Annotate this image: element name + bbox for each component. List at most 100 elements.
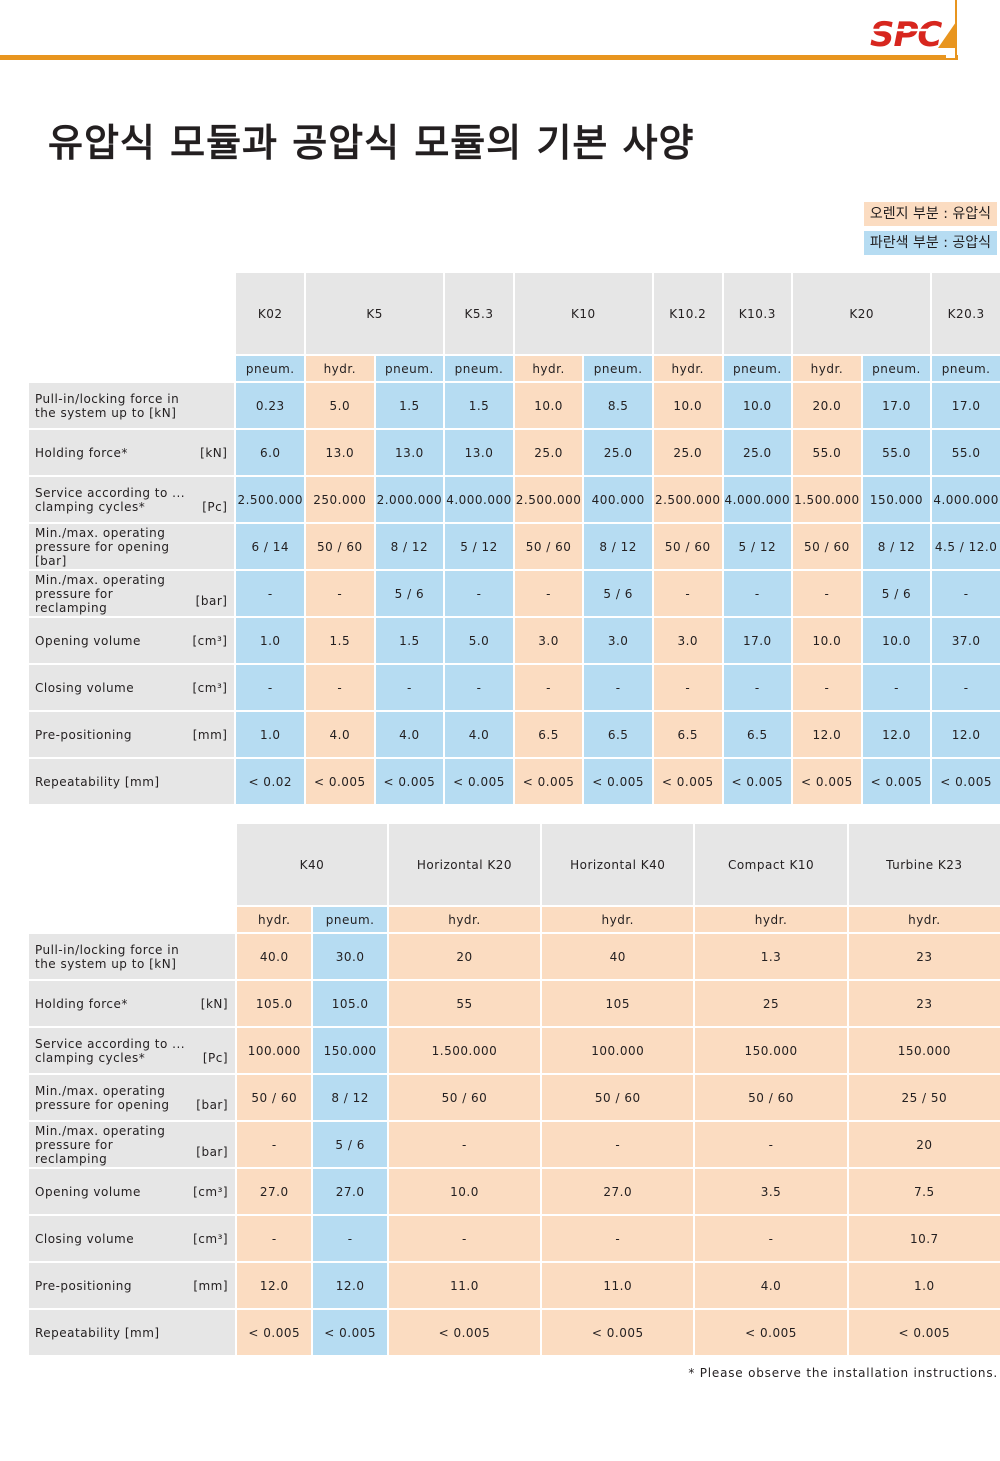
- value-cell: 5 / 12: [723, 524, 792, 569]
- row-label-cell: Min./max. operating pressure for reclamp…: [29, 1122, 236, 1167]
- row-unit: [bar]: [195, 594, 228, 608]
- row-label: Min./max. operating pressure for reclamp…: [35, 572, 166, 615]
- value-cell: 27.0: [542, 1169, 694, 1214]
- value-cell: 100.000: [542, 1028, 694, 1073]
- spec-table-1: K02 K5 K5.3 K10 K10.2 K10.3 K20 K20.3 pneum. hydr…: [27, 271, 1000, 806]
- value-cell: 50 / 60: [306, 524, 374, 569]
- value-cell: 1.0: [848, 1263, 1000, 1308]
- value-cell: < 0.005: [375, 759, 444, 804]
- type-row: pneum. hydr. pneum. pneum. hydr. pneum. hydr. p…: [29, 356, 1000, 381]
- row-label: Min./max. operating pressure for reclamp…: [35, 1123, 166, 1166]
- value-cell: 50 / 60: [542, 1075, 694, 1120]
- value-cell: 105.0: [313, 981, 387, 1026]
- value-cell: 1.5: [306, 618, 374, 663]
- value-cell: -: [723, 665, 792, 710]
- value-cell: 3.5: [695, 1169, 847, 1214]
- value-cell: 8 / 12: [862, 524, 931, 569]
- value-cell: -: [584, 665, 652, 710]
- value-cell: -: [313, 1216, 387, 1261]
- model-header: K02: [236, 273, 305, 354]
- spc-logo: SPC: [866, 0, 957, 58]
- spec-row: Repeatability [mm] < 0.02 < 0.005 < 0.005 < …: [29, 759, 1000, 804]
- spec-row: Pre-positioning [mm] 1.0 4.0 4.0 4.0 6.5 6.5 6.5…: [29, 712, 1000, 757]
- value-cell: -: [653, 665, 722, 710]
- row-label: Holding force*: [35, 996, 128, 1011]
- value-cell: 40.0: [237, 934, 312, 979]
- spec-row: Min./max. operating pressure for reclamp…: [29, 571, 1000, 616]
- value-cell: 20: [848, 1122, 1000, 1167]
- value-cell: 5 / 12: [445, 524, 513, 569]
- row-label: Pre-positioning: [35, 1278, 132, 1293]
- model-header: K5.3: [445, 273, 513, 354]
- header-accent-bar: [0, 55, 958, 60]
- legend-hydraulic: 오렌지 부분 : 유압식: [863, 202, 997, 226]
- value-cell: 20.0: [793, 383, 861, 428]
- row-label-cell: Pre-positioning [mm]: [29, 712, 235, 757]
- row-unit: [mm]: [192, 727, 228, 742]
- value-cell: 1.5: [375, 618, 444, 663]
- spec-row: Pull-in/locking force in the system up t…: [29, 934, 1000, 979]
- row-label-cell: Opening volume [cm³]: [29, 618, 235, 663]
- value-cell: < 0.005: [584, 759, 652, 804]
- legend-pneumatic: 파란색 부분 : 공압식: [863, 231, 997, 255]
- type-cell: pneum.: [723, 356, 792, 381]
- type-cell: hydr.: [237, 907, 312, 932]
- value-cell: 13.0: [445, 430, 513, 475]
- value-cell: 27.0: [237, 1169, 312, 1214]
- row-label-cell: Pull-in/locking force in the system up t…: [29, 934, 236, 979]
- value-cell: 5 / 6: [584, 571, 652, 616]
- value-cell: 11.0: [542, 1263, 694, 1308]
- value-cell: 50 / 60: [695, 1075, 847, 1120]
- value-cell: 50 / 60: [653, 524, 722, 569]
- value-cell: 23: [848, 981, 1000, 1026]
- value-cell: -: [653, 571, 722, 616]
- value-cell: 10.0: [653, 383, 722, 428]
- value-cell: 55.0: [932, 430, 1000, 475]
- value-cell: 150.000: [313, 1028, 387, 1073]
- value-cell: -: [542, 1122, 694, 1167]
- model-header-row: K40 Horizontal K20 Horizontal K40 Compact K…: [29, 824, 1000, 905]
- value-cell: -: [388, 1122, 541, 1167]
- type-cell: pneum.: [932, 356, 1000, 381]
- value-cell: 8 / 12: [375, 524, 444, 569]
- value-cell: -: [306, 665, 374, 710]
- row-label: Opening volume: [35, 1184, 141, 1199]
- value-cell: < 0.005: [848, 1310, 1000, 1355]
- value-cell: 1.0: [236, 712, 305, 757]
- value-cell: 12.0: [793, 712, 861, 757]
- spec-row: Service according to ... clamping cycles…: [29, 477, 1000, 522]
- value-cell: 10.0: [514, 383, 583, 428]
- value-cell: < 0.005: [723, 759, 792, 804]
- value-cell: -: [306, 571, 374, 616]
- header-spacer: [29, 824, 236, 905]
- type-cell: hydr.: [695, 907, 847, 932]
- value-cell: 3.0: [584, 618, 652, 663]
- value-cell: 105.0: [237, 981, 312, 1026]
- value-cell: 50 / 60: [793, 524, 861, 569]
- value-cell: 1.5: [445, 383, 513, 428]
- value-cell: < 0.005: [653, 759, 722, 804]
- value-cell: -: [514, 665, 583, 710]
- model-header: K10.3: [723, 273, 792, 354]
- value-cell: 25.0: [584, 430, 652, 475]
- row-label-cell: Holding force* [kN]: [29, 430, 235, 475]
- value-cell: < 0.005: [514, 759, 583, 804]
- value-cell: 2.500.000: [514, 477, 583, 522]
- row-label: Pull-in/locking force in the system up t…: [35, 942, 180, 971]
- type-cell: hydr.: [793, 356, 861, 381]
- header-spacer: [29, 273, 235, 354]
- svg-text:SPC: SPC: [870, 15, 942, 55]
- row-label: Repeatability [mm]: [35, 774, 160, 789]
- value-cell: 10.0: [723, 383, 792, 428]
- value-cell: < 0.005: [932, 759, 1000, 804]
- row-label: Closing volume: [35, 1231, 135, 1246]
- value-cell: 27.0: [313, 1169, 387, 1214]
- value-cell: -: [375, 665, 444, 710]
- value-cell: 4.0: [306, 712, 374, 757]
- spec-row: Closing volume [cm³] - - - - -10.7: [29, 1216, 1000, 1261]
- row-label-cell: Pre-positioning [mm]: [29, 1263, 236, 1308]
- type-cell: hydr.: [542, 907, 694, 932]
- row-unit: [cm³]: [193, 1231, 229, 1246]
- value-cell: 8.5: [584, 383, 652, 428]
- value-cell: 1.5: [375, 383, 444, 428]
